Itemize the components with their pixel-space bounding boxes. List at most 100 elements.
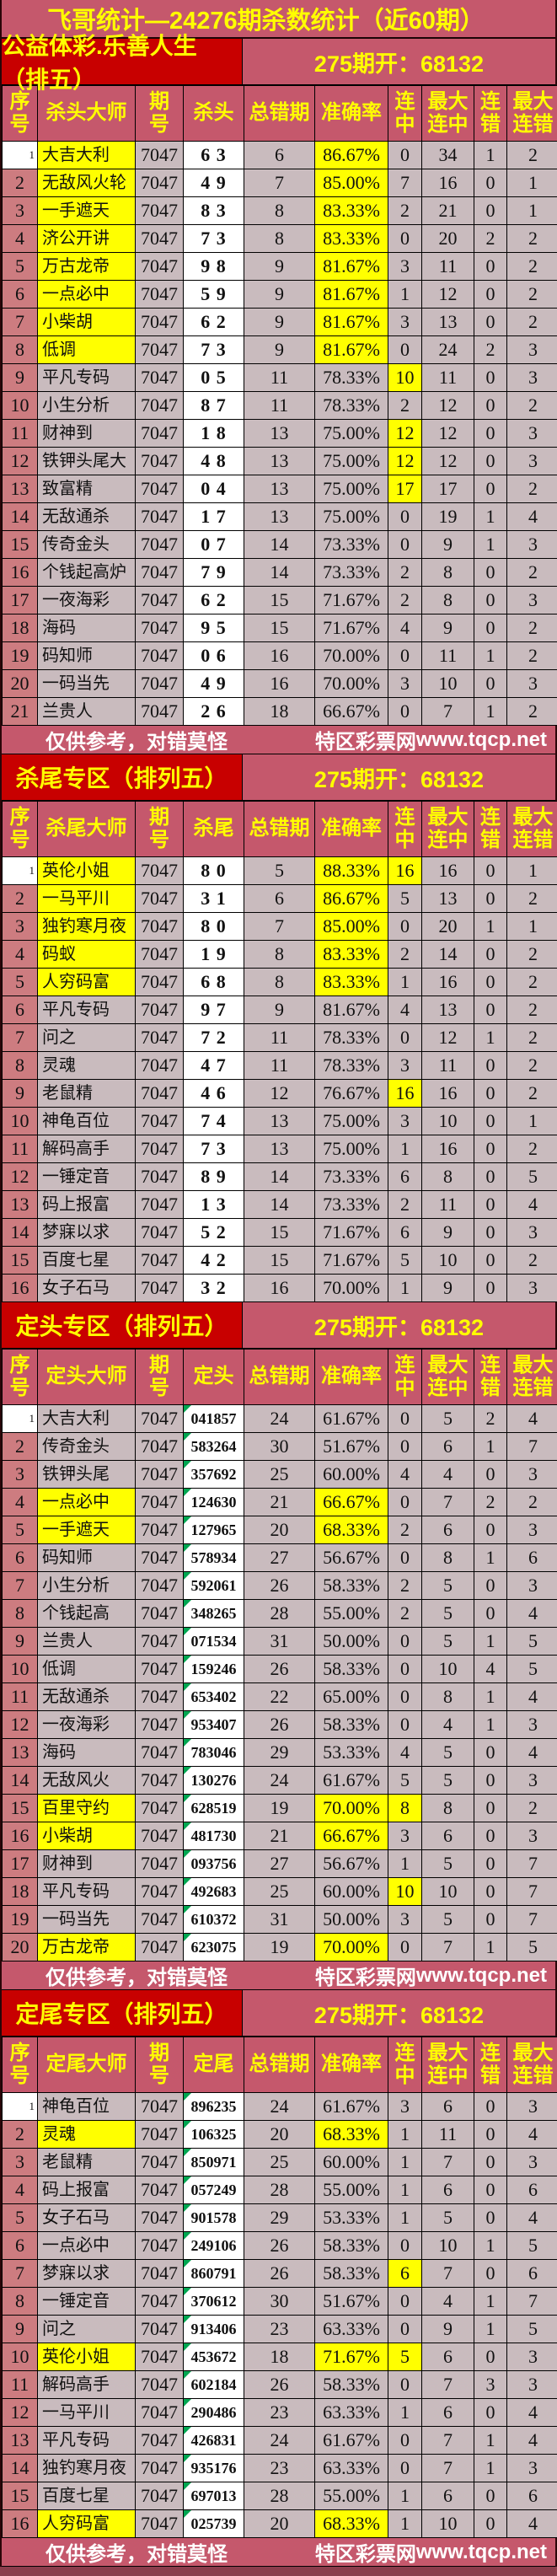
accuracy-cell: 86.67% <box>314 141 388 169</box>
max-win-streak-cell: 19 <box>421 502 474 531</box>
master-name-cell: 财神到 <box>37 1849 136 1878</box>
kill-numbers-cell: 025739 <box>183 2509 244 2538</box>
accuracy-cell: 61.67% <box>314 1404 388 1433</box>
comment-corner-icon <box>184 1572 191 1580</box>
table-row: 11 解码高手 7047 7 3 13 75.00% 1 16 0 2 <box>2 1135 557 1163</box>
accuracy-cell: 63.33% <box>314 2398 388 2427</box>
win-streak-cell: 0 <box>388 1710 422 1739</box>
period-count-cell: 7047 <box>135 1460 184 1489</box>
accuracy-cell: 50.00% <box>314 1627 388 1656</box>
period-count-cell: 7047 <box>135 1274 184 1302</box>
accuracy-cell: 58.33% <box>314 1710 388 1739</box>
max-lose-streak-cell: 2 <box>506 1488 557 1516</box>
accuracy-cell: 55.00% <box>314 1599 388 1628</box>
period-count-cell: 7047 <box>135 308 184 336</box>
draw-result: 275期开：68132 <box>243 1990 555 2036</box>
period-count-cell: 7047 <box>135 1432 184 1461</box>
win-streak-cell: 0 <box>388 335 422 364</box>
total-errors-cell: 26 <box>244 2231 315 2260</box>
section-header: 定头专区（排列五） 275期开：68132 <box>2 1302 555 1349</box>
max-win-streak-cell: 6 <box>421 2092 474 2121</box>
max-win-streak-cell: 10 <box>421 1655 474 1683</box>
total-errors-cell: 28 <box>244 2176 315 2204</box>
accuracy-cell: 71.67% <box>314 1218 388 1247</box>
lose-streak-cell: 0 <box>474 2398 507 2427</box>
column-header: 最大 连错 <box>506 2037 557 2093</box>
max-lose-streak-cell: 2 <box>506 1051 557 1080</box>
period-count-cell: 7047 <box>135 2509 184 2538</box>
table-row: 16 女子石马 7047 3 2 16 70.00% 1 9 0 3 <box>2 1274 557 1302</box>
master-name-cell: 平凡专码 <box>37 363 136 392</box>
win-streak-cell: 2 <box>388 1190 422 1219</box>
rank-cell: 7 <box>2 1571 38 1600</box>
win-streak-cell: 1 <box>388 2482 422 2510</box>
lose-streak-cell: 0 <box>474 447 507 475</box>
accuracy-cell: 88.33% <box>314 856 388 885</box>
kill-numbers-cell: 426831 <box>183 2426 244 2455</box>
rank-cell: 8 <box>2 1599 38 1628</box>
table-row: 14 梦寐以求 7047 5 2 15 71.67% 6 9 0 3 <box>2 1218 557 1247</box>
kill-numbers-cell: 6 8 <box>183 968 244 996</box>
kill-numbers-cell: 7 3 <box>183 335 244 364</box>
max-lose-streak-cell: 3 <box>506 2343 557 2371</box>
total-errors-cell: 21 <box>244 1488 315 1516</box>
lose-streak-cell: 0 <box>474 669 507 698</box>
max-win-streak-cell: 6 <box>421 2176 474 2204</box>
master-name-cell: 问之 <box>37 2315 136 2343</box>
lose-streak-cell: 0 <box>474 1516 507 1544</box>
kill-numbers-cell: 850971 <box>183 2148 244 2176</box>
master-name-cell: 英伦小姐 <box>37 2343 136 2371</box>
comment-corner-icon <box>184 1683 191 1691</box>
total-errors-cell: 7 <box>244 169 315 197</box>
rank-cell: 9 <box>2 1627 38 1656</box>
master-name-cell: 一夜海彩 <box>37 1710 136 1739</box>
period-count-cell: 7047 <box>135 1218 184 1247</box>
stats-section: 定尾专区（排列五） 275期开：68132 序 号定尾大师期 号定尾 总错期 准确率… <box>2 1990 557 2538</box>
rank-cell: 10 <box>2 391 38 420</box>
column-header: 连 中 <box>388 801 422 857</box>
lose-streak-cell: 1 <box>474 530 507 559</box>
master-name-cell: 无敌通杀 <box>37 502 136 531</box>
max-win-streak-cell: 7 <box>421 2259 474 2288</box>
accuracy-cell: 68.33% <box>314 1516 388 1544</box>
column-header: 最大 连错 <box>506 1349 557 1405</box>
period-count-cell: 7047 <box>135 1404 184 1433</box>
total-errors-cell: 11 <box>244 391 315 420</box>
master-name-cell: 女子石马 <box>37 2203 136 2232</box>
max-win-streak-cell: 5 <box>421 1849 474 1878</box>
lose-streak-cell: 0 <box>474 2259 507 2288</box>
total-errors-cell: 20 <box>244 1516 315 1544</box>
max-win-streak-cell: 12 <box>421 280 474 309</box>
kill-numbers-cell: 602184 <box>183 2370 244 2399</box>
site-url[interactable]: www.tqcp.net <box>415 1963 547 1987</box>
win-streak-cell: 1 <box>388 1135 422 1163</box>
column-header: 准确率 <box>314 801 388 857</box>
accuracy-cell: 70.00% <box>314 1794 388 1822</box>
accuracy-cell: 76.67% <box>314 1079 388 1108</box>
max-lose-streak-cell: 2 <box>506 697 557 726</box>
section-header: 公益体彩.乐善人生（排五） 275期开：68132 <box>2 33 555 93</box>
column-header: 期 号 <box>135 1349 184 1405</box>
max-win-streak-cell: 10 <box>421 1107 474 1135</box>
period-count-cell: 7047 <box>135 2231 184 2260</box>
total-errors-cell: 19 <box>244 1794 315 1822</box>
max-lose-streak-cell: 2 <box>506 884 557 913</box>
period-count-cell: 7047 <box>135 196 184 225</box>
max-lose-streak-cell: 2 <box>506 141 557 169</box>
column-header: 序 号 <box>2 801 38 857</box>
period-count-cell: 7047 <box>135 530 184 559</box>
table-row: 8 灵魂 7047 4 7 11 78.33% 3 11 0 2 <box>2 1051 557 1080</box>
rank-cell: 4 <box>2 1488 38 1516</box>
max-lose-streak-cell: 2 <box>506 614 557 642</box>
site-url[interactable]: www.tqcp.net <box>415 727 547 751</box>
column-header: 最大 连中 <box>421 85 474 142</box>
rank-cell: 15 <box>2 1246 38 1275</box>
site-url[interactable]: www.tqcp.net <box>415 2540 547 2563</box>
max-win-streak-cell: 20 <box>421 224 474 253</box>
win-streak-cell: 5 <box>388 1246 422 1275</box>
master-name-cell: 灵魂 <box>37 1051 136 1080</box>
period-count-cell: 7047 <box>135 1933 184 1962</box>
master-name-cell: 灵魂 <box>37 2120 136 2149</box>
total-errors-cell: 24 <box>244 2426 315 2455</box>
comment-corner-icon <box>184 1461 191 1468</box>
